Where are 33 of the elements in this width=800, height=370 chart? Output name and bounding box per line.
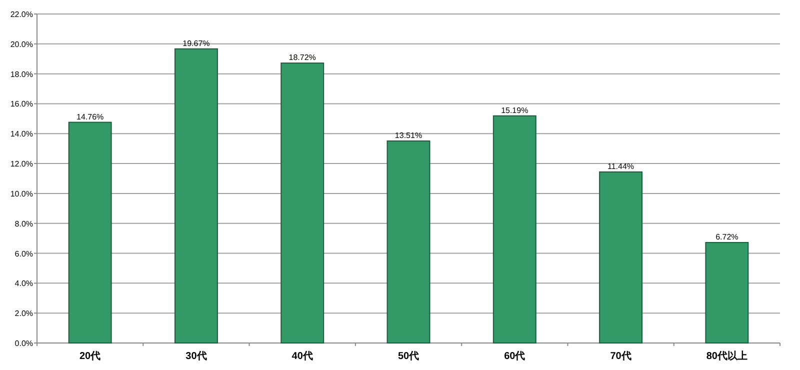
data-label: 15.19% [501,106,528,115]
y-tick-label: 4.0% [14,279,33,288]
y-tick-label: 2.0% [14,309,33,318]
x-tick-label: 70代 [610,350,632,362]
bar [68,122,112,344]
data-label: 13.51% [394,130,422,140]
bar [280,62,324,344]
y-tick-label: 8.0% [14,219,33,228]
y-tick-label: 6.0% [14,249,33,258]
x-tick-label: 50代 [398,350,420,362]
y-tick-label: 16.0% [10,100,33,109]
data-label: 6.72% [716,232,738,242]
x-tick-label: 40代 [292,350,313,362]
x-tick-label: 30代 [186,350,207,362]
data-label: 14.76% [76,112,104,122]
data-label: 19.67% [182,38,210,48]
bar [386,140,430,344]
bar [599,171,643,344]
bar [174,48,218,344]
y-tick-label: 22.0% [10,10,33,19]
x-tick-label: 20代 [80,350,101,362]
x-tick-label: 60代 [504,350,526,362]
y-tick-label: 0.0% [14,339,33,348]
data-label: 18.72% [288,53,316,62]
y-tick-label: 18.0% [10,70,33,79]
y-tick-label: 14.0% [10,130,33,139]
data-label: 11.44% [608,162,634,171]
y-tick-label: 12.0% [10,160,33,169]
bar [492,115,536,344]
bar [705,242,749,344]
y-tick-label: 20.0% [10,40,33,49]
y-tick-label: 10.0% [10,189,33,198]
x-tick-label: 80代以上 [706,350,748,362]
